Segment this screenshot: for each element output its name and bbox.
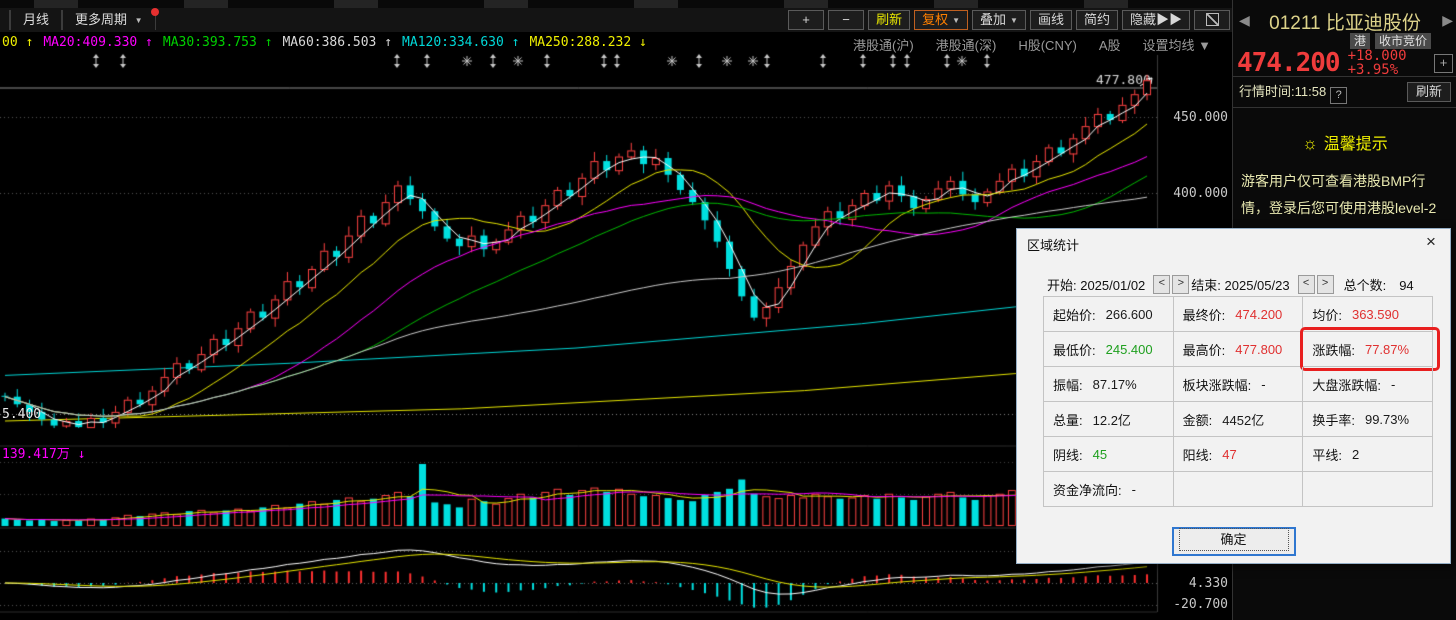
stat-label: 阳线: (1182, 447, 1213, 463)
stat-label: 金额: (1182, 412, 1213, 428)
tip-title-text: 温馨提示 (1323, 136, 1388, 153)
stat-cell-阳线: 阳线: 47 (1173, 437, 1304, 472)
stat-cell-最高价: 最高价: 477.800 (1173, 332, 1304, 367)
ok-button[interactable]: 确定 (1171, 527, 1296, 556)
stat-value: 47 (1222, 446, 1237, 462)
add-watchlist-button[interactable]: + (1434, 53, 1453, 73)
tip-title: ☼ 温馨提示 (1233, 130, 1456, 154)
stat-cell-均价: 均价: 363.590 (1303, 297, 1434, 332)
stat-cell (1173, 472, 1304, 507)
stat-value: 4452亿 (1222, 412, 1265, 428)
price-axis-label: 450.000 (1173, 110, 1228, 125)
price-axis-label: 4.330 (1188, 576, 1228, 591)
stat-cell (1303, 472, 1434, 507)
stat-value: 245.400 (1105, 341, 1153, 357)
stat-label: 阴线: (1053, 447, 1083, 463)
help-icon[interactable]: ? (1330, 87, 1348, 104)
start-date: 开始: 2025/01/02 (1047, 278, 1146, 293)
stat-cell-金额: 金额: 4452亿 (1173, 402, 1304, 437)
closing-auction-badge: 收市竞价 (1374, 33, 1431, 49)
stat-value: - (1131, 481, 1136, 497)
table-row: 资金净流向: - (1044, 472, 1434, 507)
stat-cell-最终价: 最终价: 474.200 (1173, 297, 1304, 332)
table-row: 总量: 12.2亿 金额: 4452亿 换手率: 99.73% (1044, 402, 1434, 437)
stat-cell-板块涨跌幅: 板块涨跌幅: - (1173, 367, 1304, 402)
table-row: 起始价: 266.600 最终价: 474.200 均价: 363.590 (1044, 297, 1434, 332)
end-prev-button[interactable]: < (1297, 275, 1315, 294)
stat-cell-最低价: 最低价: 245.400 (1044, 332, 1174, 367)
stock-header: ◀ 01211 比亚迪股份 ▶ 港 收市竞价 474.200 +18.000 +… (1233, 0, 1456, 78)
region-statistics-dialog: 区域统计 × 开始: 2025/01/02 < > 结束: 2025/05/23 < > 总… (1016, 228, 1451, 564)
next-stock-arrow[interactable]: ▶ (1442, 12, 1453, 28)
stat-label: 大盘涨跌幅: (1312, 377, 1381, 393)
stat-label: 振幅: (1053, 377, 1083, 393)
stat-label: 总量: (1053, 412, 1083, 428)
panel-refresh-button[interactable]: 刷新 (1406, 82, 1451, 102)
stat-label: 平线: (1312, 447, 1342, 463)
stat-value: 474.200 (1235, 306, 1283, 322)
dialog-title: 区域统计 (1027, 238, 1080, 253)
stat-cell-涨跌幅: 涨跌幅: 77.87% (1300, 327, 1440, 371)
stat-label: 资金净流向: (1053, 482, 1122, 498)
last-price: 474.200 (1237, 48, 1341, 78)
close-icon[interactable]: × (1426, 232, 1436, 251)
stat-value: 77.87% (1364, 341, 1410, 357)
stat-value: 12.2亿 (1092, 412, 1131, 428)
pane-value-label: 5.400 (2, 407, 42, 422)
stat-cell-换手率: 换手率: 99.73% (1303, 402, 1434, 437)
stat-cell-资金净流向: 资金净流向: - (1044, 472, 1174, 507)
start-prev-button[interactable]: < (1153, 275, 1171, 294)
stat-cell-起始价: 起始价: 266.600 (1044, 297, 1174, 332)
stat-label: 涨跌幅: (1312, 342, 1355, 358)
price-axis-label: 400.000 (1173, 186, 1228, 201)
ok-button-label: 确定 (1178, 528, 1289, 551)
stat-value: 87.17% (1092, 376, 1137, 392)
statistics-table: 起始价: 266.600 最终价: 474.200 均价: 363.590 最低价: 245.… (1043, 296, 1440, 507)
stat-label: 换手率: (1312, 412, 1355, 428)
price-block: 474.200 +18.000 +3.95% + (1237, 48, 1453, 78)
stat-value: 2 (1351, 446, 1360, 462)
stat-label: 均价: (1312, 307, 1342, 323)
stat-value: - (1261, 376, 1266, 392)
quote-time: 行情时间:11:58 (1239, 84, 1327, 99)
stat-value: - (1390, 376, 1396, 392)
hk-badge: 港 (1349, 33, 1370, 49)
table-row: 最低价: 245.400 最高价: 477.800 涨跌幅: 77.87% (1044, 327, 1440, 371)
dialog-titlebar[interactable]: 区域统计 × (1017, 229, 1450, 255)
stat-cell-平线: 平线: 2 (1303, 437, 1434, 472)
stat-value: 363.590 (1351, 306, 1399, 322)
stat-value: 266.600 (1105, 306, 1153, 322)
total-count: 总个数: 94 (1343, 278, 1414, 293)
market-badges: 港 收市竞价 (1349, 33, 1431, 49)
stat-label: 最终价: (1182, 307, 1226, 323)
prev-stock-arrow[interactable]: ◀ (1239, 12, 1250, 28)
stat-label: 板块涨跌幅: (1182, 377, 1252, 393)
table-row: 振幅: 87.17% 板块涨跌幅: - 大盘涨跌幅: - (1044, 367, 1434, 402)
stat-value: 45 (1092, 446, 1108, 462)
stat-label: 最低价: (1053, 342, 1096, 358)
stat-cell-总量: 总量: 12.2亿 (1044, 402, 1174, 437)
change-value: +18.000 (1347, 48, 1407, 64)
dialog-range-controls: 开始: 2025/01/02 < > 结束: 2025/05/23 < > 总个数: 94 (1047, 275, 1414, 294)
stat-value: 477.800 (1235, 341, 1283, 357)
end-date: 结束: 2025/05/23 (1191, 278, 1290, 293)
table-row: 阴线: 45 阳线: 47 平线: 2 (1044, 437, 1434, 472)
lightbulb-icon: ☼ (1302, 134, 1318, 153)
start-next-button[interactable]: > (1172, 275, 1190, 294)
stat-value: 99.73% (1364, 411, 1410, 427)
stock-code-name: 01211 比亚迪股份 (1269, 13, 1421, 34)
quote-time-row: 行情时间:11:58? 刷新 (1233, 77, 1456, 108)
change-percent: +3.95% (1347, 62, 1399, 78)
pane-value-label: 139.417万 ↓ (2, 447, 86, 462)
stat-label: 起始价: (1053, 307, 1096, 323)
price-axis-label: -20.700 (1173, 597, 1228, 612)
stat-label: 最高价: (1182, 342, 1226, 358)
price-change: +18.000 +3.95% (1348, 49, 1407, 77)
stat-cell-振幅: 振幅: 87.17% (1044, 367, 1174, 402)
stat-cell-大盘涨跌幅: 大盘涨跌幅: - (1303, 367, 1434, 402)
end-next-button[interactable]: > (1316, 275, 1334, 294)
stat-cell-阴线: 阴线: 45 (1044, 437, 1174, 472)
